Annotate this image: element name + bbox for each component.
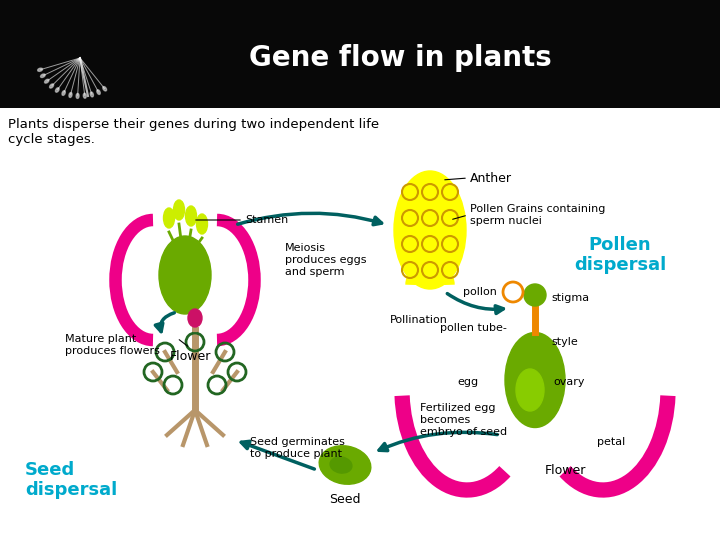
Text: Anther: Anther: [470, 172, 512, 185]
Text: Seed: Seed: [329, 493, 361, 506]
Ellipse shape: [319, 446, 371, 484]
Ellipse shape: [76, 93, 79, 98]
Text: pollon: pollon: [463, 287, 497, 297]
Text: Pollen Grains containing
sperm nuclei: Pollen Grains containing sperm nuclei: [470, 204, 606, 226]
Text: Plants disperse their genes during two independent life: Plants disperse their genes during two i…: [8, 118, 379, 131]
Ellipse shape: [174, 200, 184, 220]
Ellipse shape: [159, 236, 211, 314]
Text: egg: egg: [457, 377, 478, 387]
Ellipse shape: [188, 309, 202, 327]
Ellipse shape: [50, 84, 53, 88]
Ellipse shape: [505, 333, 565, 428]
Ellipse shape: [40, 74, 45, 78]
Ellipse shape: [330, 457, 352, 473]
Ellipse shape: [62, 91, 66, 96]
Text: style: style: [551, 337, 577, 347]
Ellipse shape: [516, 369, 544, 411]
Ellipse shape: [90, 92, 94, 97]
Text: Stamen: Stamen: [245, 215, 288, 225]
Text: Flower: Flower: [169, 350, 211, 363]
Text: petal: petal: [597, 437, 625, 447]
Ellipse shape: [55, 87, 59, 92]
Text: Gene flow in plants: Gene flow in plants: [248, 44, 552, 72]
Ellipse shape: [394, 171, 466, 289]
Ellipse shape: [186, 206, 197, 226]
Text: Fertilized egg
becomes
embryo of seed: Fertilized egg becomes embryo of seed: [420, 403, 507, 437]
Ellipse shape: [84, 93, 86, 98]
Circle shape: [524, 284, 546, 306]
Text: Mature plant
produces flowers: Mature plant produces flowers: [65, 334, 160, 356]
Bar: [0, 0, 720, 108]
Text: Meiosis
produces eggs
and sperm: Meiosis produces eggs and sperm: [285, 244, 366, 276]
Text: Pollen
dispersal: Pollen dispersal: [574, 235, 666, 274]
Ellipse shape: [96, 90, 100, 94]
Text: pollen tube-: pollen tube-: [440, 323, 507, 333]
Ellipse shape: [197, 214, 207, 234]
Ellipse shape: [45, 79, 49, 83]
Ellipse shape: [37, 68, 42, 71]
Text: Seed germinates
to produce plant: Seed germinates to produce plant: [250, 437, 345, 459]
Ellipse shape: [103, 86, 107, 91]
Text: cycle stages.: cycle stages.: [8, 133, 95, 146]
Ellipse shape: [163, 208, 174, 228]
Text: Pollination: Pollination: [390, 315, 448, 325]
Text: Flower: Flower: [545, 463, 586, 476]
Text: Seed
dispersal: Seed dispersal: [25, 461, 117, 500]
Text: stigma: stigma: [551, 293, 589, 303]
Text: ovary: ovary: [553, 377, 585, 387]
Ellipse shape: [69, 92, 72, 98]
